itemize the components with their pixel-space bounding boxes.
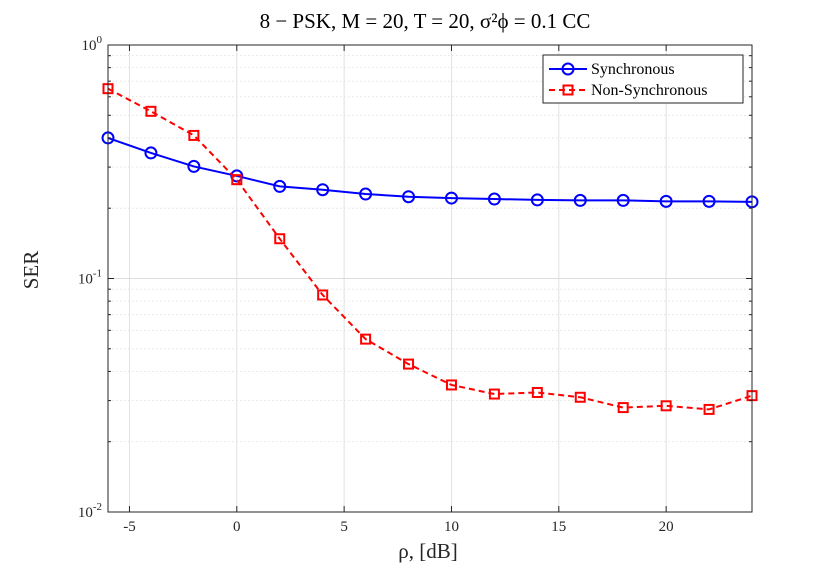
y-tick-label: 100 (82, 34, 103, 54)
circle-marker (444, 191, 458, 205)
circle-marker (530, 193, 544, 207)
square-marker (703, 403, 715, 415)
series-non-synchronous (102, 83, 758, 415)
square-marker (660, 400, 672, 412)
legend-circle-marker (561, 62, 575, 76)
series-layer (101, 83, 759, 415)
x-tick-label: 15 (551, 519, 566, 535)
x-tick-label: -5 (123, 519, 136, 535)
x-tick-label: 20 (659, 519, 674, 535)
square-marker (488, 388, 500, 400)
square-marker (274, 233, 286, 245)
y-tick-label: 10-2 (78, 501, 102, 521)
x-tick-label: 0 (233, 519, 241, 535)
circle-marker (487, 192, 501, 206)
square-marker (188, 129, 200, 141)
legend-box (542, 54, 744, 104)
axis-ticks: -5 0 5 10 15 20 10-2 10-1 100 (78, 34, 752, 535)
x-tick-label: 5 (340, 519, 348, 535)
circle-marker (187, 159, 201, 173)
grid (108, 45, 752, 513)
circle-marker (273, 179, 287, 193)
square-marker (231, 174, 243, 186)
y-axis-label: SER (19, 251, 43, 290)
chart-title: 8 − PSK, M = 20, T = 20, σ²ϕ = 0.1 CC (260, 9, 591, 33)
legend: Synchronous Non-Synchronous (542, 54, 744, 104)
x-axis-label: ρ, [dB] (398, 539, 457, 563)
square-marker (360, 333, 372, 345)
circle-marker (144, 146, 158, 160)
square-marker (403, 358, 415, 370)
square-marker (445, 379, 457, 391)
circle-marker (359, 187, 373, 201)
circle-marker (573, 193, 587, 207)
circle-marker (402, 190, 416, 204)
y-tick-label: 10-1 (78, 268, 102, 288)
x-tick-label: 10 (444, 519, 459, 535)
circle-marker (659, 194, 673, 208)
circle-marker (702, 194, 716, 208)
square-marker (531, 386, 543, 398)
circle-marker (616, 193, 630, 207)
square-marker (617, 402, 629, 414)
square-marker (574, 391, 586, 403)
square-marker (145, 105, 157, 117)
square-marker (317, 289, 329, 301)
series-line (107, 136, 753, 203)
legend-label: Non-Synchronous (591, 82, 707, 99)
legend-label: Synchronous (591, 61, 675, 78)
circle-marker (316, 183, 330, 197)
legend-square-marker (562, 84, 574, 96)
